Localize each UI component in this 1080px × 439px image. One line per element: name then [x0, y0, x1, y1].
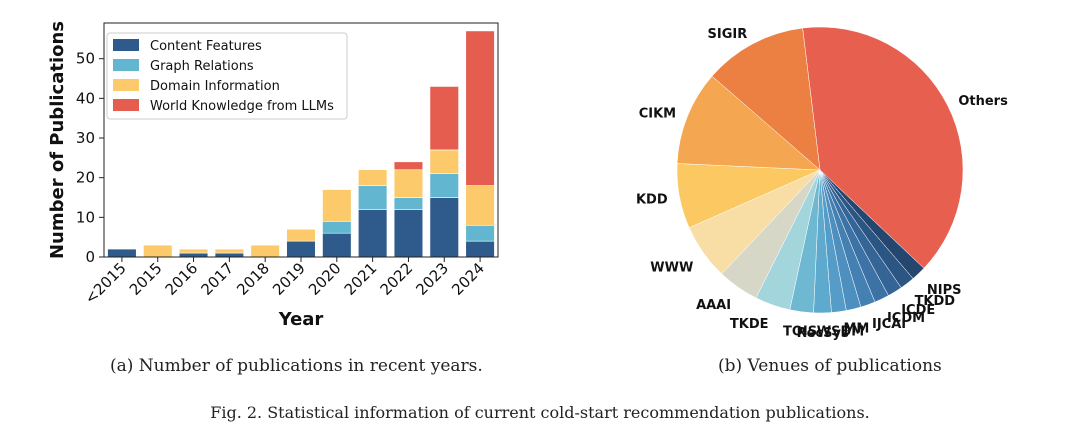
bar-segment [143, 244, 173, 258]
pie-slice [802, 26, 964, 269]
venue-pie-chart: OthersNIPSTKDDICDEICDMIJCAIMMWSDMRecSysT… [636, 26, 1008, 341]
x-tick-label: <2015 [81, 259, 130, 308]
y-axis-ticks: 0 10 20 30 40 50 [76, 50, 104, 266]
bar-marks [107, 30, 495, 258]
x-axis-title: Year [278, 309, 324, 330]
bar-segment [429, 197, 459, 258]
bar-segment [178, 248, 209, 254]
bar-segment [465, 240, 495, 258]
pie-slice-label: AAAI [696, 298, 731, 313]
x-tick-label: 2016 [162, 259, 202, 299]
pie-slice-label: IJCAI [872, 317, 906, 332]
x-tick-label: 2018 [233, 259, 273, 299]
pie-slice-label: ICDE [901, 303, 935, 318]
x-tick-label: 2015 [126, 259, 166, 299]
bar-segment [322, 189, 352, 222]
pie-slice-label: NIPS [927, 283, 962, 298]
figure-caption: Fig. 2. Statistical information of curre… [210, 403, 870, 422]
pie-slice-label: ICDM [887, 311, 925, 326]
bar-segment [393, 197, 424, 210]
x-tick-label: 2021 [341, 259, 381, 299]
x-tick-label: 2019 [269, 259, 309, 299]
pie-slice-label: TKDE [730, 317, 769, 332]
pie-slice-label: Others [958, 94, 1008, 109]
bar-segment [250, 244, 280, 258]
subcaption-a: (a) Number of publications in recent yea… [110, 356, 483, 376]
y-tick-label: 30 [76, 129, 95, 147]
y-tick-label: 10 [76, 208, 95, 226]
bar-segment [214, 248, 244, 254]
pie-slice-label: CIKM [639, 106, 676, 121]
legend-swatch [113, 39, 139, 51]
bar-segment [358, 209, 388, 258]
pie-slice-label: KDD [636, 193, 668, 208]
bar-segment [322, 232, 352, 258]
pie-slice-label: SIGIR [708, 27, 748, 42]
y-tick-label: 20 [76, 169, 95, 187]
pie-slice-label: RecSys [797, 326, 849, 341]
pie-labels: OthersNIPSTKDDICDEICDMIJCAIMMWSDMRecSysT… [636, 27, 1008, 341]
bar-segment [214, 252, 244, 258]
bar-segment [465, 30, 495, 186]
y-axis-title: Number of Publications [47, 21, 68, 259]
bar-segment [107, 248, 137, 258]
pie-slice-label: WWW [650, 260, 693, 275]
pie-slice-label: TKDD [915, 294, 956, 309]
legend-label: Graph Relations [150, 59, 254, 74]
bar-segment [465, 185, 495, 226]
x-tick-label: 2022 [377, 259, 417, 299]
legend-swatch [113, 99, 139, 111]
x-tick-label: 2020 [305, 259, 345, 299]
bar-segment [393, 161, 424, 171]
legend: Content Features Graph Relations Domain In… [106, 32, 348, 120]
bar-segment [393, 169, 424, 198]
legend-swatch [113, 59, 139, 71]
y-tick-label: 50 [76, 50, 95, 68]
bar-segment [358, 185, 388, 210]
bar-segment [393, 209, 424, 258]
pie-slice-label: TOIS [783, 325, 817, 340]
bar-segment [429, 86, 459, 151]
bar-segment [465, 224, 495, 242]
pie-slice-label: WSDM [817, 325, 864, 340]
bar-segment [322, 221, 352, 234]
bar-segment [429, 149, 459, 175]
y-tick-label: 40 [76, 89, 95, 107]
bar-segment [178, 252, 209, 258]
x-tick-label: 2024 [448, 259, 488, 299]
legend-swatch [113, 79, 139, 91]
legend-label: World Knowledge from LLMs [150, 99, 334, 114]
pie-slice [676, 75, 821, 171]
x-tick-label: 2017 [197, 259, 237, 299]
pie-slice-label: MM [844, 322, 870, 337]
bar-segment [286, 228, 316, 242]
bar-segment [286, 240, 316, 258]
x-axis-ticks: <201520152016201720182019202020212022202… [81, 257, 488, 308]
subcaption-b: (b) Venues of publications [718, 356, 942, 376]
y-tick-label: 0 [85, 248, 95, 266]
pie-slice [711, 27, 821, 171]
legend-label: Domain Information [150, 79, 280, 94]
bar-segment [358, 169, 388, 186]
bar-segment [429, 173, 459, 198]
legend-label: Content Features [150, 39, 262, 54]
x-tick-label: 2023 [412, 259, 452, 299]
pie-slices [676, 26, 964, 314]
legend-box [106, 32, 348, 120]
